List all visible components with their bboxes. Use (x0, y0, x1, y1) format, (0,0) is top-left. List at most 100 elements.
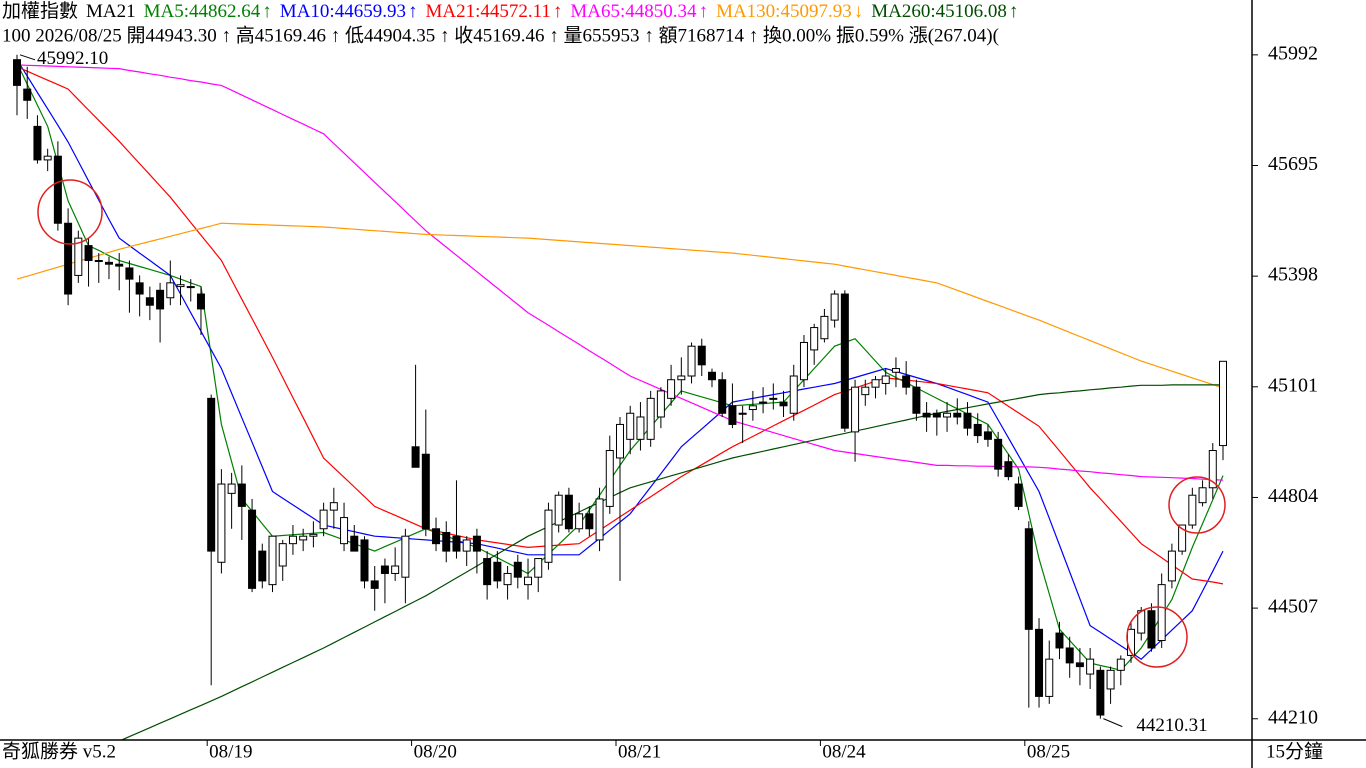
candle-body (759, 401, 768, 404)
x-tick-label: 08/24 (822, 741, 866, 762)
annotations: 45992.10 44210.31 (19, 48, 1226, 736)
legend-trend: ↑ (408, 1, 418, 22)
min-leader (1103, 718, 1123, 728)
candle-body (411, 446, 420, 468)
ma-line (16, 222, 1224, 389)
legend-entry: MA21:44572.11 (425, 1, 550, 22)
candle-body (902, 375, 911, 388)
candle-body (554, 494, 563, 526)
y-tick-label: 45695 (1268, 153, 1318, 175)
candle-body (115, 263, 124, 267)
candle-body (1075, 662, 1084, 668)
legend-entry: MA5:44862.64 (144, 1, 261, 22)
candle-body (23, 88, 32, 101)
candle-body (33, 125, 42, 161)
candle-body (176, 284, 185, 288)
ma-legend: 加權指數 MA21 MA5:44862.64 ↑ MA10:44659.93 ↑ MA21:… (2, 0, 1018, 22)
candle-body (53, 155, 62, 224)
candle-body (64, 222, 73, 295)
candle-body (156, 289, 165, 310)
candle-body (401, 535, 410, 578)
y-tick-label: 45992 (1268, 42, 1318, 64)
candle-body (799, 341, 808, 381)
candle-body (656, 390, 665, 418)
candle-body (677, 375, 686, 381)
candle-body (43, 155, 52, 161)
legend-entry: MA130:45097.93 (716, 1, 852, 22)
highlight-circle (37, 179, 103, 245)
candle-body (697, 345, 706, 366)
candle-body (728, 405, 737, 425)
candle-body (575, 513, 584, 530)
candle-body (748, 405, 757, 411)
candle-body (503, 572, 512, 586)
candle-body (534, 558, 543, 578)
candle-body (13, 59, 21, 86)
y-tick-label: 44507 (1268, 596, 1318, 618)
candle-body (922, 412, 931, 418)
candle-body (1219, 360, 1227, 447)
candle-body (442, 531, 451, 552)
candle-body (932, 412, 941, 418)
candle-body (1055, 632, 1064, 649)
candle-body (687, 345, 696, 377)
candle-body (820, 315, 829, 340)
candle-body (340, 517, 349, 545)
candle-body (1004, 461, 1013, 478)
candle-body (707, 371, 716, 381)
candle-body (1096, 669, 1105, 716)
candle-body (84, 245, 93, 262)
min-label: 44210.31 (1136, 715, 1207, 736)
candle-body (125, 267, 134, 280)
candle-body (432, 528, 441, 545)
candle-body (943, 412, 952, 418)
legend-entry: MA65:44850.34 (570, 1, 697, 22)
candle-body (299, 535, 308, 541)
candle-body (472, 535, 481, 552)
candle-body (871, 379, 880, 388)
candle-body (1198, 487, 1207, 504)
candle-body (616, 423, 624, 459)
candle-body (973, 423, 982, 437)
max-leader (19, 54, 36, 61)
y-tick-label: 45101 (1268, 374, 1318, 396)
candle-body (1065, 647, 1074, 664)
candle-body (646, 397, 655, 440)
candle-body (1116, 658, 1125, 671)
candle-body (953, 412, 962, 418)
y-tick-label: 44804 (1268, 485, 1318, 507)
candle-body (1024, 528, 1033, 630)
candle-body (288, 535, 297, 545)
candle-body (738, 412, 747, 415)
x-tick-label: 08/20 (414, 741, 457, 762)
info-line: 100 2026/08/25 開44943.30 ↑ 高45169.46 ↑ 低… (2, 24, 999, 46)
candle-body (1147, 610, 1156, 649)
candle-body (462, 539, 471, 552)
candle-body (585, 513, 594, 530)
candle-body (963, 412, 972, 429)
candle-body (248, 509, 257, 589)
candle-body (452, 535, 461, 552)
plot-area (13, 54, 1227, 740)
candle-body (1167, 550, 1176, 582)
candle-body (237, 483, 246, 507)
candle-body (217, 483, 226, 563)
candle-body (94, 260, 103, 263)
candle-body (145, 297, 154, 306)
candle-body (605, 450, 614, 507)
highlight-circle (1168, 476, 1226, 534)
legend-trend: ↑ (553, 1, 563, 22)
candle-body (166, 282, 175, 299)
candle-body (421, 453, 430, 530)
candle-body (595, 498, 604, 541)
legend-trend: ↑ (1009, 1, 1019, 22)
candle-body (994, 438, 1003, 470)
candle-body (840, 293, 849, 429)
candle-body (636, 416, 645, 440)
indicator: MA21 (86, 1, 136, 22)
legend-trend: ↑ (262, 1, 272, 22)
candle-body (268, 535, 277, 586)
candle-body (319, 509, 328, 530)
